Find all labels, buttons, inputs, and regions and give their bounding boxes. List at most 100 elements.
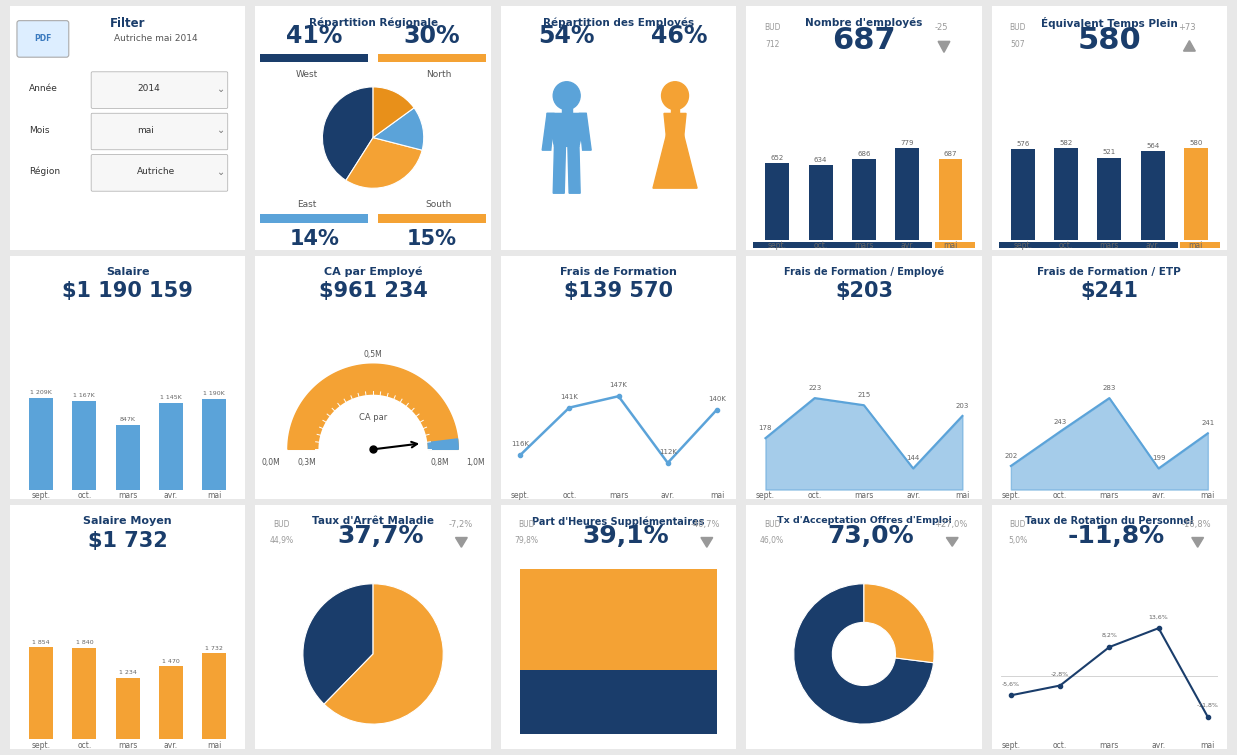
Text: 521: 521: [1102, 149, 1116, 156]
Text: 46%: 46%: [652, 24, 708, 48]
Text: +27,0%: +27,0%: [934, 520, 967, 529]
Polygon shape: [455, 538, 468, 547]
Polygon shape: [542, 113, 554, 150]
Text: West: West: [296, 69, 318, 79]
Bar: [562, 107, 571, 113]
Text: +73: +73: [1179, 23, 1196, 32]
Bar: [377, 214, 486, 223]
Text: BUD: BUD: [763, 520, 781, 529]
Text: 79,8%: 79,8%: [515, 536, 538, 545]
Text: 39,1%: 39,1%: [583, 524, 669, 548]
Text: -7,2%: -7,2%: [448, 520, 473, 529]
Bar: [160, 667, 183, 739]
Text: 1 190K: 1 190K: [203, 391, 225, 396]
Text: BUD: BUD: [1009, 520, 1025, 529]
Bar: [203, 654, 226, 739]
Text: 13,6%: 13,6%: [1149, 615, 1169, 619]
Text: 1 854: 1 854: [32, 639, 49, 645]
Text: 0,0M: 0,0M: [261, 458, 281, 467]
Wedge shape: [346, 137, 422, 188]
Text: Répartition Régionale: Répartition Régionale: [308, 17, 438, 27]
Polygon shape: [1191, 538, 1204, 547]
Text: Frais de Formation / ETP: Frais de Formation / ETP: [1038, 267, 1181, 276]
FancyBboxPatch shape: [92, 72, 228, 109]
Text: 243: 243: [1054, 418, 1066, 424]
Bar: [160, 402, 183, 489]
Text: PDF: PDF: [35, 35, 52, 44]
Bar: [520, 670, 717, 735]
Text: BUD: BUD: [763, 23, 781, 32]
Bar: [852, 159, 876, 240]
Text: -40,7%: -40,7%: [691, 520, 720, 529]
Text: East: East: [297, 200, 317, 209]
Text: 582: 582: [1059, 140, 1072, 146]
Wedge shape: [324, 584, 443, 724]
Text: South: South: [426, 200, 453, 209]
Polygon shape: [579, 113, 591, 150]
Text: $1 190 159: $1 190 159: [62, 281, 193, 301]
Text: Région: Région: [28, 167, 59, 177]
Circle shape: [553, 82, 580, 109]
Bar: [260, 214, 369, 223]
Text: 215: 215: [857, 392, 871, 398]
Text: 140K: 140K: [708, 396, 726, 402]
Text: $961 234: $961 234: [319, 281, 428, 301]
Text: CA par: CA par: [359, 412, 387, 421]
Text: 507: 507: [1011, 41, 1024, 50]
Polygon shape: [288, 364, 458, 449]
FancyBboxPatch shape: [17, 20, 69, 57]
Text: Part d'Heures Supplémentaires: Part d'Heures Supplémentaires: [532, 516, 705, 527]
Bar: [260, 54, 369, 62]
Bar: [896, 148, 919, 240]
Text: 30%: 30%: [403, 24, 460, 48]
Text: 580: 580: [1077, 26, 1142, 54]
Circle shape: [662, 82, 689, 109]
Polygon shape: [653, 135, 698, 188]
Text: Tx d'Acceptation Offres d'Emploi: Tx d'Acceptation Offres d'Emploi: [777, 516, 951, 525]
Polygon shape: [547, 113, 586, 146]
Text: 1 167K: 1 167K: [73, 393, 95, 398]
Text: $1 732: $1 732: [88, 531, 167, 550]
Text: -5,6%: -5,6%: [1002, 682, 1019, 686]
Text: Frais de Formation: Frais de Formation: [560, 267, 677, 276]
Bar: [1184, 149, 1207, 240]
Text: 8,2%: 8,2%: [1101, 633, 1117, 638]
Text: Frais de Formation / Employé: Frais de Formation / Employé: [784, 267, 944, 277]
Polygon shape: [938, 42, 950, 52]
Text: Autriche: Autriche: [137, 167, 176, 176]
Text: 2014: 2014: [137, 85, 160, 94]
Wedge shape: [374, 108, 424, 150]
Text: 1 209K: 1 209K: [30, 390, 52, 395]
Wedge shape: [863, 584, 934, 663]
Text: Autriche mai 2014: Autriche mai 2014: [114, 35, 198, 44]
Bar: [1097, 158, 1121, 240]
Bar: [1011, 149, 1034, 240]
Text: 202: 202: [1004, 453, 1018, 459]
Polygon shape: [553, 146, 565, 193]
Text: 576: 576: [1016, 140, 1029, 146]
Text: 46,0%: 46,0%: [760, 536, 784, 545]
FancyBboxPatch shape: [92, 155, 228, 191]
Text: Nombre d'employés: Nombre d'employés: [805, 17, 923, 27]
Text: Année: Année: [28, 85, 58, 94]
Bar: [998, 242, 1178, 248]
Text: Mois: Mois: [28, 126, 49, 135]
Polygon shape: [568, 146, 580, 193]
Bar: [30, 648, 53, 739]
Wedge shape: [794, 584, 934, 724]
Bar: [670, 107, 679, 113]
Polygon shape: [664, 113, 687, 137]
Bar: [520, 569, 717, 670]
Text: 652: 652: [771, 155, 784, 161]
Text: 0,5M: 0,5M: [364, 350, 382, 359]
Text: 144: 144: [907, 455, 920, 461]
Polygon shape: [701, 538, 713, 547]
Text: 686: 686: [857, 151, 871, 157]
Wedge shape: [303, 584, 374, 704]
Bar: [73, 401, 96, 489]
Text: 203: 203: [956, 403, 969, 409]
Text: 712: 712: [764, 41, 779, 50]
Text: 44,9%: 44,9%: [270, 536, 293, 545]
Text: ⌄: ⌄: [218, 167, 225, 177]
Text: -2,8%: -2,8%: [1051, 672, 1069, 676]
